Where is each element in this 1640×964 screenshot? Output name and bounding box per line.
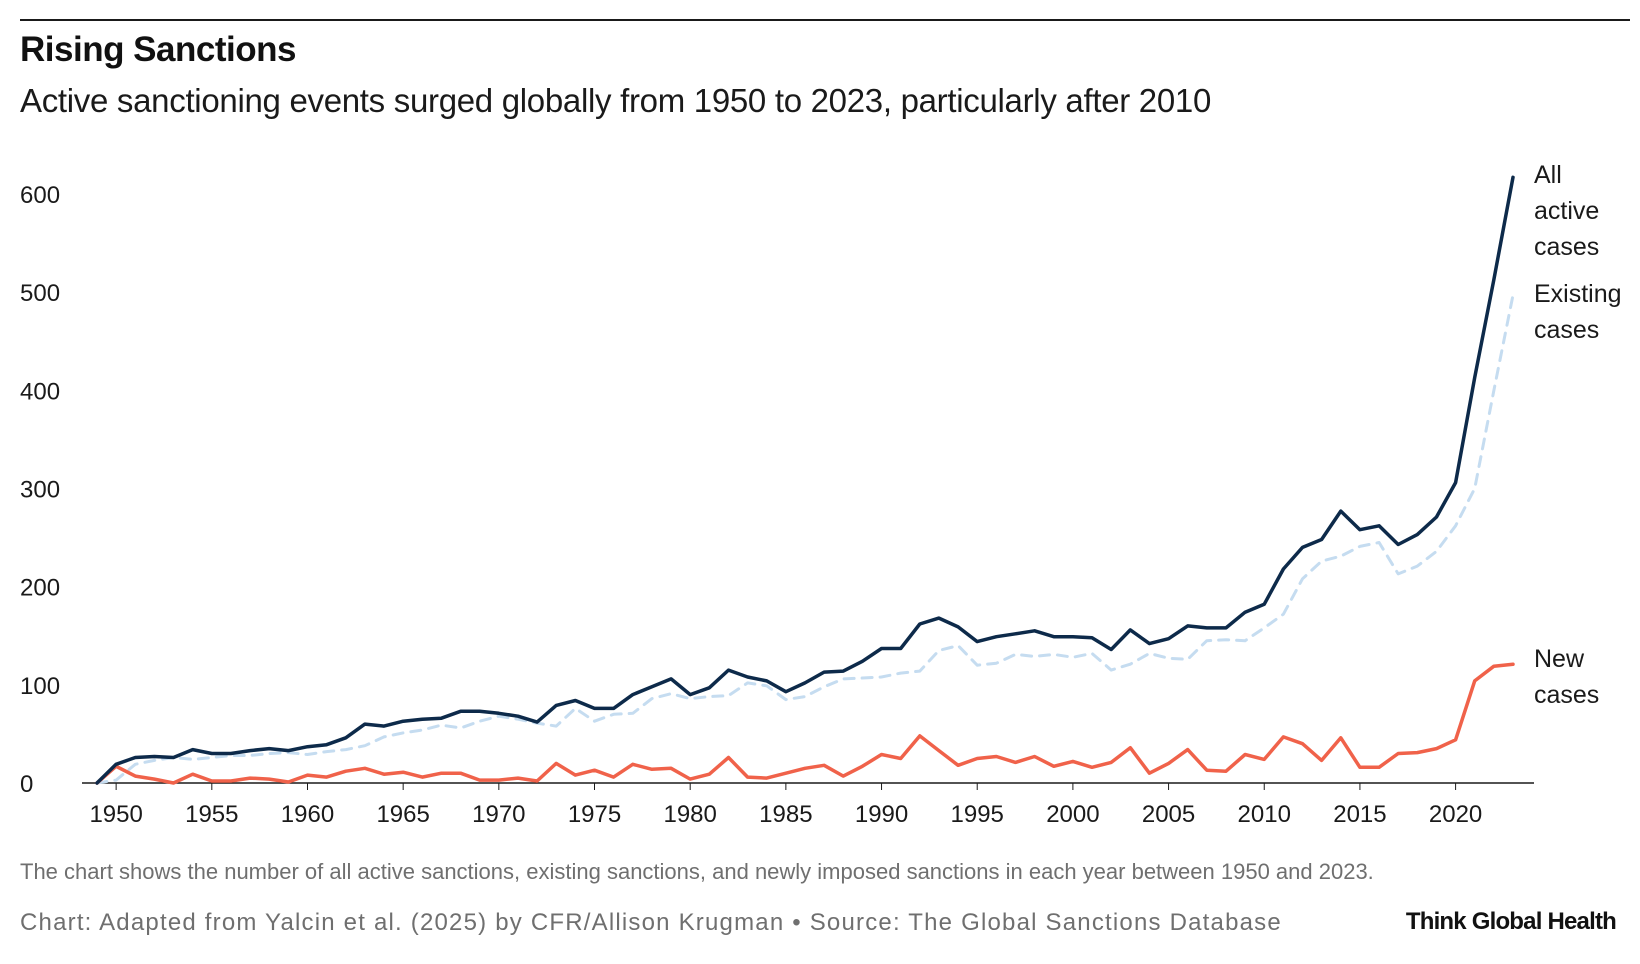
series-label-new-cases: New cases — [1534, 645, 1599, 709]
y-tick-label-100: 100 — [20, 673, 60, 700]
chart-subtitle: Active sanctioning events surged globall… — [20, 82, 1212, 119]
brand-logo-text: Think Global Health — [1405, 908, 1617, 935]
x-tick-label-1970: 1970 — [472, 801, 525, 828]
y-tick-label-400: 400 — [20, 378, 60, 405]
y-tick-labels: 0 100 200 300 400 500 600 — [20, 182, 60, 798]
series-lines — [95, 175, 1515, 785]
series-line-new-cases — [95, 662, 1515, 785]
x-tick-labels: 1950 1955 1960 1965 1970 1975 1980 1985 1990 1995… — [89, 783, 1482, 828]
x-tick-label-2020: 2020 — [1429, 801, 1482, 828]
x-tick-label-2005: 2005 — [1142, 801, 1195, 828]
series-line-existing-cases — [95, 293, 1515, 785]
x-tick-label-1980: 1980 — [663, 801, 716, 828]
x-tick-label-1995: 1995 — [951, 801, 1004, 828]
y-tick-label-500: 500 — [20, 280, 60, 307]
x-tick-label-1950: 1950 — [89, 801, 142, 828]
source-credit: Chart: Adapted from Yalcin et al. (2025)… — [20, 909, 1282, 936]
x-tick-label-2015: 2015 — [1333, 801, 1386, 828]
chart-title: Rising Sanctions — [20, 30, 296, 69]
y-tick-label-0: 0 — [20, 771, 33, 798]
y-tick-label-200: 200 — [20, 575, 60, 602]
x-tick-label-1985: 1985 — [759, 801, 812, 828]
x-tick-label-1955: 1955 — [185, 801, 238, 828]
series-label-all-active-cases: All active cases — [1534, 161, 1599, 261]
x-tick-label-1990: 1990 — [855, 801, 908, 828]
x-tick-label-1960: 1960 — [281, 801, 334, 828]
chart-note: The chart shows the number of all active… — [20, 859, 1374, 884]
top-rule — [20, 19, 1630, 21]
x-tick-label-1965: 1965 — [376, 801, 429, 828]
series-label-existing-cases: Existing cases — [1534, 280, 1622, 344]
x-tick-label-2010: 2010 — [1238, 801, 1291, 828]
series-labels: All active cases Existing cases New cases — [1534, 161, 1622, 709]
series-line-all-active-cases — [95, 175, 1515, 785]
y-tick-label-600: 600 — [20, 182, 60, 209]
x-tick-label-1975: 1975 — [568, 801, 621, 828]
x-tick-label-2000: 2000 — [1046, 801, 1099, 828]
y-tick-label-300: 300 — [20, 477, 60, 504]
